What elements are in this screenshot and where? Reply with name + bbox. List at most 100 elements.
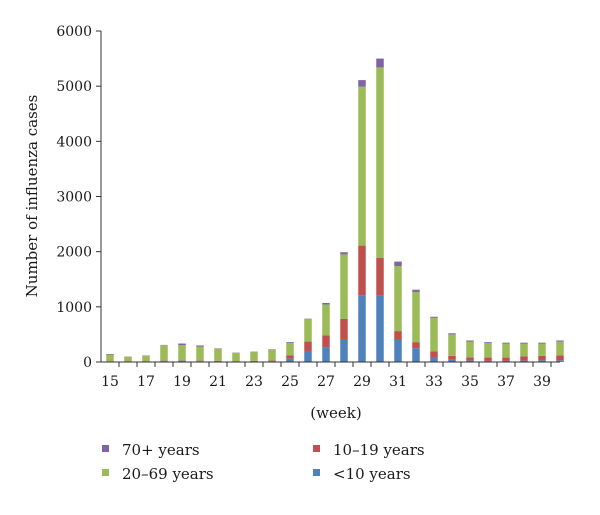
bar-segment: [304, 319, 312, 341]
x-axis-title: (week): [310, 404, 361, 422]
bar-segment: [214, 349, 222, 361]
x-tick-label: 27: [317, 374, 335, 390]
bar-segment: [178, 345, 186, 360]
bar-segment: [412, 348, 420, 362]
bar-segment: [466, 357, 474, 360]
bar-segment: [502, 343, 510, 344]
bar-segment: [322, 347, 330, 362]
bar-segment: [556, 340, 564, 341]
bar-segment: [160, 361, 168, 362]
bar-segment: [322, 305, 330, 336]
x-tick-label: 37: [497, 374, 515, 390]
bar-segment: [250, 352, 258, 361]
bar-segment: [142, 356, 150, 362]
y-axis-title: Number of influenza cases: [23, 95, 41, 298]
bar-segment: [268, 349, 276, 350]
bar-segment: [538, 356, 546, 360]
bar-segment: [376, 59, 384, 68]
bar-segment: [268, 350, 276, 360]
bar-segment: [358, 246, 366, 296]
bar-segment: [286, 343, 294, 355]
bar-segment: [250, 361, 258, 362]
bar-segment: [430, 358, 438, 362]
y-tick-label: 1000: [56, 300, 92, 316]
bar-segment: [376, 296, 384, 362]
x-tick-label: 39: [533, 374, 551, 390]
bar-segment: [448, 333, 456, 334]
bar-segment: [556, 355, 564, 360]
bar-segment: [196, 347, 204, 361]
bar-segment: [430, 352, 438, 358]
bar-segment: [160, 345, 168, 360]
bar-segment: [178, 360, 186, 361]
bar-segment: [286, 355, 294, 358]
bar-segment: [214, 361, 222, 362]
bar-segment: [502, 358, 510, 361]
x-tick-label: 23: [245, 374, 263, 390]
y-tick-label: 6000: [56, 24, 92, 40]
bar-segment: [304, 342, 312, 351]
bar-segment: [430, 317, 438, 318]
legend-swatch: [313, 469, 320, 476]
bar-segment: [196, 345, 204, 346]
bar-segment: [340, 319, 348, 340]
bar-segment: [358, 295, 366, 362]
x-tick-label: 29: [353, 374, 371, 390]
bar-segment: [322, 303, 330, 305]
bar-segment: [106, 354, 114, 355]
bar-segment: [286, 342, 294, 343]
bar-segment: [376, 258, 384, 296]
legend: 70+ years 10–19 years 20–69 years <10 years: [102, 441, 425, 483]
bar-segment: [538, 343, 546, 344]
bar-segment: [412, 290, 420, 292]
x-tick-label: 19: [173, 374, 191, 390]
bar-segment: [196, 361, 204, 362]
y-tick-label: 5000: [56, 79, 92, 95]
bar-segment: [394, 262, 402, 266]
bar-segment: [502, 344, 510, 358]
bars-layer: [106, 59, 564, 362]
bar-segment: [430, 318, 438, 352]
bar-segment: [448, 334, 456, 356]
bar-segment: [520, 343, 528, 344]
bar-segment: [376, 67, 384, 257]
bar-segment: [304, 351, 312, 362]
y-tick-label: 2000: [56, 245, 92, 261]
bar-segment: [322, 336, 330, 348]
bar-segment: [124, 357, 132, 361]
x-tick-label: 35: [461, 374, 479, 390]
x-tick-label: 25: [281, 374, 299, 390]
legend-swatch: [102, 445, 109, 452]
bar-segment: [340, 340, 348, 362]
bar-segment: [340, 252, 348, 254]
bar-segment: [394, 331, 402, 340]
bar-segment: [214, 348, 222, 349]
y-tick-label: 0: [83, 355, 92, 371]
bar-segment: [232, 353, 240, 361]
y-tick-label: 4000: [56, 134, 92, 150]
bar-segment: [178, 344, 186, 346]
legend-label: <10 years: [333, 465, 411, 483]
bar-segment: [484, 358, 492, 361]
bar-segment: [484, 343, 492, 358]
bar-segment: [556, 342, 564, 356]
bar-segment: [394, 266, 402, 331]
bar-segment: [520, 344, 528, 356]
legend-label: 20–69 years: [122, 465, 214, 483]
bar-segment: [394, 340, 402, 362]
bar-segment: [484, 342, 492, 343]
bar-segment: [466, 340, 474, 341]
bar-segment: [538, 344, 546, 356]
x-tick-label: 17: [137, 374, 155, 390]
legend-label: 70+ years: [122, 441, 200, 459]
legend-swatch: [313, 445, 320, 452]
bar-segment: [358, 87, 366, 246]
legend-label: 10–19 years: [333, 441, 425, 459]
bar-segment: [448, 356, 456, 360]
x-tick-label: 33: [425, 374, 443, 390]
bar-segment: [466, 342, 474, 358]
y-tick-label: 3000: [56, 190, 92, 206]
bar-segment: [340, 254, 348, 319]
